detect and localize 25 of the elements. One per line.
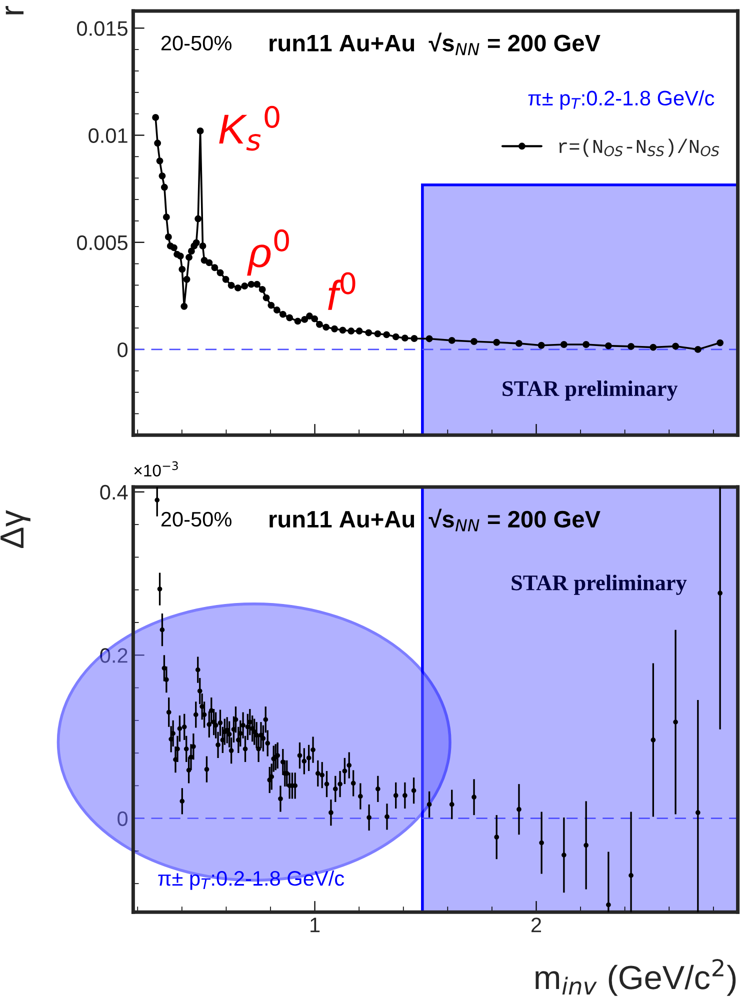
annotation: run11 Au+Au √s$_{NN}$ = 200 GeV (270, 32, 600, 56)
y-tick-label: 0 (118, 342, 128, 358)
y-tick-label: 0.015 (77, 21, 128, 36)
annotation: π± p$_{T}$:0.2-1.8 GeV/c (528, 90, 714, 110)
annotation: ρ$^{0}$ (247, 229, 289, 276)
annotation: 20-50% (161, 512, 232, 527)
annotation: f$^{0}$ (328, 272, 356, 310)
y-tick-label: 0.2 (100, 648, 128, 663)
annotation: STAR preliminary (512, 574, 687, 595)
y-axis-title: Δγ (0, 510, 30, 548)
x-tick-label: 2 (532, 918, 541, 932)
annotation: STAR preliminary (502, 380, 678, 401)
y-axis-title: r (6, 6, 24, 14)
annotation: π± p$_{T}$:0.2-1.8 GeV/c (158, 870, 344, 890)
x-axis-title: m$_{inv}$ (GeV/c$^{2}$) (536, 958, 736, 996)
legend-label: r=(N$_{OS}$-N$_{SS}$)/N$_{OS}$ (559, 138, 720, 157)
y-tick-label: 0.4 (100, 484, 128, 500)
annotation: run11 Au+Au √s$_{NN}$ = 200 GeV (270, 508, 600, 532)
annotation: 20-50% (161, 36, 232, 50)
x-tick-label: 1 (310, 918, 320, 932)
y-tick-label: 0.01 (88, 128, 128, 143)
y-tick-label: 0.005 (77, 235, 128, 250)
y-tick-label: 0 (118, 811, 128, 826)
annotation: K$_{s}$$^{0}$ (219, 106, 280, 151)
text: ×10$^{−3}$ (134, 461, 178, 476)
